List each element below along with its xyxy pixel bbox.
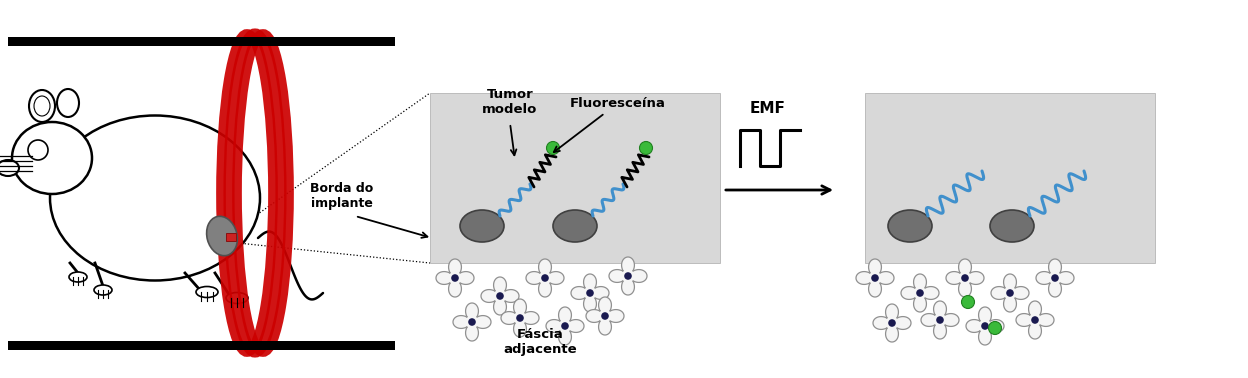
Ellipse shape [50,116,260,280]
Circle shape [497,292,504,300]
Circle shape [961,274,968,282]
Ellipse shape [553,210,597,242]
Polygon shape [480,277,519,315]
Ellipse shape [69,272,87,282]
Bar [7,37,396,46]
Polygon shape [587,297,624,335]
Ellipse shape [990,210,1035,242]
Polygon shape [921,301,958,339]
Circle shape [27,140,47,160]
Circle shape [1051,274,1058,282]
Polygon shape [946,259,983,297]
Ellipse shape [461,210,504,242]
Circle shape [1006,289,1013,297]
Text: Fáscia
adjacente: Fáscia adjacente [503,328,577,356]
Circle shape [889,319,896,327]
Circle shape [639,141,653,155]
Ellipse shape [196,287,218,297]
Polygon shape [525,259,564,297]
Circle shape [988,322,1001,335]
Bar [7,341,396,350]
Circle shape [981,322,988,330]
Circle shape [587,289,594,297]
Polygon shape [609,257,646,295]
Polygon shape [1016,301,1055,339]
Polygon shape [572,274,609,312]
Ellipse shape [34,96,50,116]
Bar [431,93,720,263]
Ellipse shape [12,122,92,194]
Circle shape [871,274,879,282]
Text: Borda do
implante: Borda do implante [311,182,373,210]
Text: Tumor
modelo: Tumor modelo [482,88,538,116]
Polygon shape [991,274,1030,312]
Polygon shape [966,307,1003,345]
Polygon shape [901,274,938,312]
Circle shape [961,296,975,308]
Ellipse shape [226,293,248,304]
Bar [226,233,236,241]
Polygon shape [500,299,539,337]
Polygon shape [856,259,894,297]
Ellipse shape [94,285,112,295]
Ellipse shape [207,216,237,256]
Ellipse shape [29,90,55,122]
Circle shape [1031,316,1038,324]
Bar [865,93,1154,263]
Circle shape [547,141,559,155]
Circle shape [468,318,475,326]
Ellipse shape [889,210,932,242]
Text: EMF: EMF [750,101,786,116]
Ellipse shape [0,160,19,176]
Circle shape [936,316,943,324]
Text: Fluoresceína: Fluoresceína [570,97,666,110]
Circle shape [916,289,924,297]
Circle shape [602,312,609,320]
Ellipse shape [57,89,79,117]
Polygon shape [453,303,490,341]
Circle shape [517,314,524,322]
Circle shape [624,272,631,280]
Circle shape [542,274,549,282]
Circle shape [452,274,459,282]
Polygon shape [547,307,584,345]
Polygon shape [874,304,911,342]
Polygon shape [1036,259,1075,297]
Polygon shape [436,259,474,297]
Circle shape [562,322,569,330]
